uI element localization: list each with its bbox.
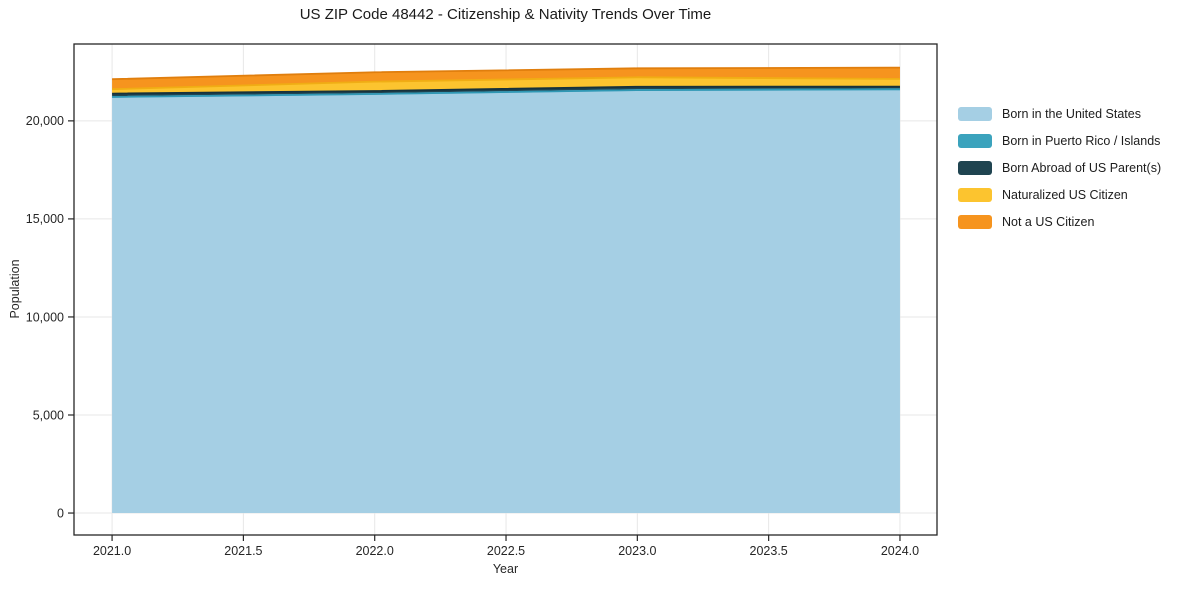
y-tick-label: 15,000 xyxy=(26,212,64,226)
legend-label: Naturalized US Citizen xyxy=(1002,187,1128,202)
area-topline-1 xyxy=(112,88,900,98)
legend-label: Born in the United States xyxy=(1002,106,1141,121)
legend-item-0: Born in the United States xyxy=(958,100,1161,127)
legend-swatch xyxy=(958,133,992,148)
area-topline-4 xyxy=(112,66,900,81)
y-tick-label: 10,000 xyxy=(26,310,64,324)
x-tick-label: 2023.5 xyxy=(750,544,788,558)
legend-item-2: Born Abroad of US Parent(s) xyxy=(958,154,1161,181)
x-tick-label: 2022.0 xyxy=(356,544,394,558)
legend-swatch xyxy=(958,214,992,229)
chart-title: US ZIP Code 48442 - Citizenship & Nativi… xyxy=(299,6,712,23)
legend-swatch xyxy=(958,106,992,121)
legend-item-4: Not a US Citizen xyxy=(958,208,1161,235)
y-tick-label: 20,000 xyxy=(26,114,64,128)
x-tick-label: 2021.5 xyxy=(224,544,262,558)
legend: Born in the United States Born in Puerto … xyxy=(958,100,1161,235)
legend-label: Not a US Citizen xyxy=(1002,214,1095,229)
legend-item-1: Born in Puerto Rico / Islands xyxy=(958,127,1161,154)
legend-swatch xyxy=(958,160,992,175)
y-tick-label: 0 xyxy=(57,506,64,520)
legend-label: Born Abroad of US Parent(s) xyxy=(1002,160,1162,175)
legend-swatch xyxy=(958,187,992,202)
x-tick-label: 2024.0 xyxy=(881,544,919,558)
area-series-4 xyxy=(112,67,900,90)
area-series-0 xyxy=(112,89,900,514)
legend-item-3: Naturalized US Citizen xyxy=(958,181,1161,208)
legend-label: Born in Puerto Rico / Islands xyxy=(1002,133,1161,148)
area-topline-3 xyxy=(112,76,900,91)
y-tick-label: 5,000 xyxy=(33,408,64,422)
area-topline-2 xyxy=(112,85,900,95)
x-tick-label: 2023.0 xyxy=(618,544,656,558)
x-axis-label: Year xyxy=(492,562,519,576)
x-tick-label: 2022.5 xyxy=(487,544,525,558)
x-tick-label: 2021.0 xyxy=(93,544,131,558)
area-series-3 xyxy=(112,77,900,94)
